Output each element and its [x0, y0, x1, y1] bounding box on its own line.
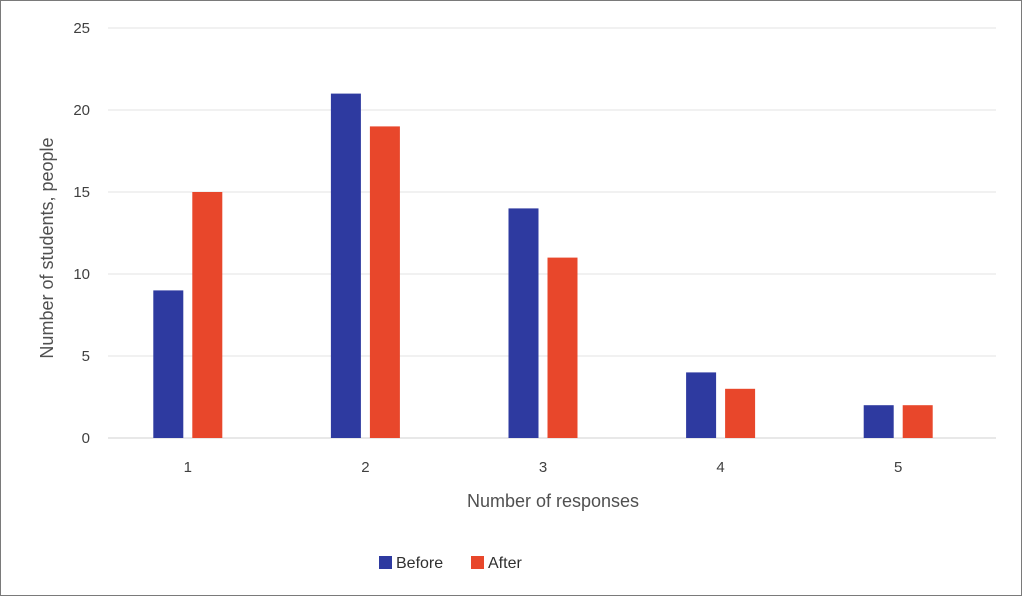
y-tick-label: 5 — [82, 348, 90, 365]
bar-after-5 — [902, 405, 933, 438]
bar-after-4 — [725, 388, 756, 438]
x-axis-title: Number of responses — [467, 491, 639, 511]
legend-label-after: After — [488, 555, 522, 572]
x-tick-label: 4 — [716, 459, 724, 476]
x-tick-label: 5 — [894, 459, 902, 476]
x-tick-label: 2 — [361, 459, 369, 476]
y-axis-ticks: 0 5 10 15 20 25 — [73, 20, 90, 447]
bar-before-5 — [863, 405, 894, 438]
x-axis-ticks: 1 2 3 4 5 — [184, 459, 903, 476]
y-tick-label: 25 — [73, 20, 90, 37]
y-tick-label: 20 — [73, 102, 90, 119]
legend-swatch-before — [379, 556, 392, 569]
x-tick-label: 3 — [539, 459, 547, 476]
legend-label-before: Before — [396, 555, 443, 572]
bar-after-1 — [192, 192, 223, 438]
legend-swatch-after — [471, 556, 484, 569]
y-tick-label: 15 — [73, 184, 90, 201]
x-tick-label: 1 — [184, 459, 192, 476]
bars — [153, 93, 933, 439]
y-axis-title: Number of students, people — [37, 137, 57, 358]
y-tick-label: 10 — [73, 266, 90, 283]
bar-before-2 — [330, 93, 361, 438]
y-tick-label: 0 — [82, 430, 90, 447]
bar-before-4 — [686, 372, 717, 438]
bar-before-3 — [508, 208, 539, 438]
bar-after-3 — [547, 257, 578, 438]
bar-before-1 — [153, 290, 184, 438]
bar-after-2 — [369, 126, 400, 439]
legend: Before After — [379, 555, 522, 572]
